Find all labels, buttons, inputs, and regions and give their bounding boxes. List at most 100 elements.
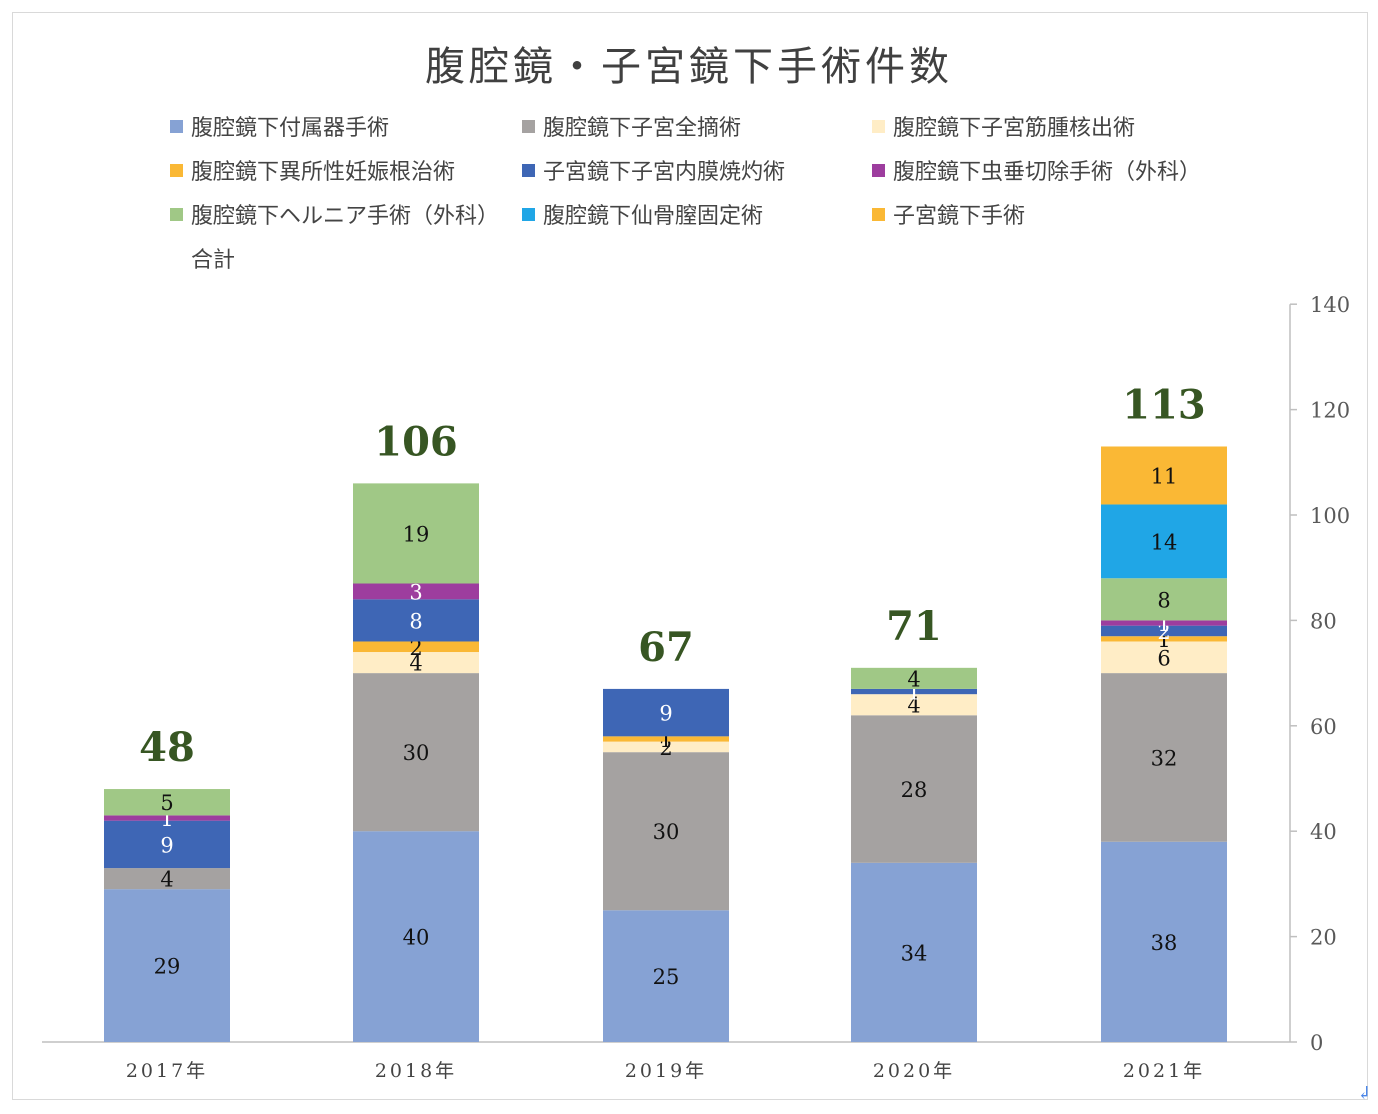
data-label: 8 [409,609,422,633]
legend-item: 腹腔鏡下付属器手術 [170,110,389,142]
y-tick-label: 100 [1310,504,1350,528]
data-label: 2 [409,636,422,660]
bar-segment [353,599,479,642]
bar-segment [353,652,479,674]
data-label: 9 [160,833,173,857]
data-label: 28 [901,778,928,802]
legend-item: 腹腔鏡下ヘルニア手術（外科） [170,198,499,230]
legend-swatch [170,163,183,177]
category-label: 2018年 [375,1060,457,1082]
legend-swatch [872,207,885,221]
chart-frame [12,12,1368,1100]
legend-label: 腹腔鏡下子宮筋腫核出術 [893,116,1136,141]
y-tick-label: 0 [1310,1031,1323,1055]
bar-segment [353,483,479,584]
data-label: 2 [1157,620,1170,644]
legend-item: 子宮鏡下子宮内膜焼灼術 [522,154,785,186]
total-label: 113 [1122,381,1206,428]
legend-item: 腹腔鏡下仙骨膣固定術 [522,198,763,230]
legend-item: 腹腔鏡下虫垂切除手術（外科） [872,154,1201,186]
data-label: 14 [1151,530,1178,554]
bar-segment [1101,625,1227,637]
legend-label: 子宮鏡下手術 [893,204,1026,229]
y-tick-label: 20 [1310,926,1337,950]
bar-segment [104,815,230,821]
legend-swatch [522,207,535,221]
y-tick-label: 140 [1310,293,1350,317]
y-tick-label: 40 [1310,820,1337,844]
legend-label: 腹腔鏡下仙骨膣固定術 [543,204,764,229]
legend-swatch [170,207,183,221]
bar-segment [1101,636,1227,642]
data-label: 32 [1151,746,1178,770]
data-label: 34 [901,941,928,965]
bar-segment [353,673,479,832]
bar-segment [1101,446,1227,505]
legend-label: 合計 [191,248,236,273]
legend-label: 腹腔鏡下ヘルニア手術（外科） [191,204,500,229]
data-label: 38 [1151,931,1178,955]
legend-item: 子宮鏡下手術 [872,198,1025,230]
legend-item: 腹腔鏡下子宮全摘術 [522,110,741,142]
bar-segment [851,688,977,695]
data-label: 30 [403,741,430,765]
bar-segment [603,688,729,737]
legend-swatch [170,119,183,133]
return-arrow-icon: ↲ [1356,1083,1372,1104]
bar-segment [104,789,230,816]
bar-segment [104,820,230,869]
legend-swatch [522,119,535,133]
total-label: 106 [374,418,458,465]
legend-label: 腹腔鏡下虫垂切除手術（外科） [893,160,1202,185]
bar-segment [851,862,977,1042]
data-label: 29 [154,955,181,979]
bar-segment [603,910,729,1042]
data-label: 4 [160,868,173,892]
data-label: 3 [409,580,422,604]
legend-label: 腹腔鏡下子宮全摘術 [543,116,742,141]
category-label: 2017年 [126,1060,208,1082]
bar-segment [851,715,977,863]
legend-swatch [872,163,885,177]
legend-label: 腹腔鏡下異所性妊娠根治術 [191,160,456,185]
total-label: 48 [139,724,195,771]
chart-title: 腹腔鏡・子宮鏡下手術件数 [425,44,953,90]
data-label: 19 [403,522,430,546]
category-label: 2021年 [1123,1060,1205,1082]
legend-label: 腹腔鏡下付属器手術 [191,116,390,141]
bar-segment [353,831,479,1042]
bar-segment [1101,504,1227,579]
data-label: 30 [653,820,680,844]
y-tick-label: 120 [1310,399,1350,423]
legend-item: 腹腔鏡下異所性妊娠根治術 [170,154,455,186]
data-label: 11 [1151,464,1178,488]
bar-segment [104,889,230,1042]
category-label: 2020年 [873,1060,955,1082]
legend-swatch [872,119,885,133]
data-label: 40 [403,926,430,950]
data-label: 8 [1157,588,1170,612]
data-label: 2 [659,736,672,760]
bar-segment [1101,620,1227,626]
bar-segment [603,736,729,742]
bar-segment [353,641,479,653]
bar-segment [104,868,230,890]
data-label: 4 [907,694,920,718]
bar-segment [1101,641,1227,674]
data-label: 6 [1157,646,1170,670]
data-label: 4 [409,652,422,676]
bar-segment [1101,673,1227,842]
legend-label: 子宮鏡下子宮内膜焼灼術 [543,160,786,185]
data-label: 9 [659,702,672,726]
bar-segment [353,583,479,600]
bar-segment [603,741,729,753]
legend-item: 合計 [170,242,235,274]
data-label: 4 [907,667,920,691]
bar-segment [851,667,977,689]
category-label: 2019年 [625,1060,707,1082]
total-label: 67 [638,624,694,671]
legend-item: 腹腔鏡下子宮筋腫核出術 [872,110,1135,142]
data-label: 5 [160,791,173,815]
bar-segment [1101,841,1227,1042]
